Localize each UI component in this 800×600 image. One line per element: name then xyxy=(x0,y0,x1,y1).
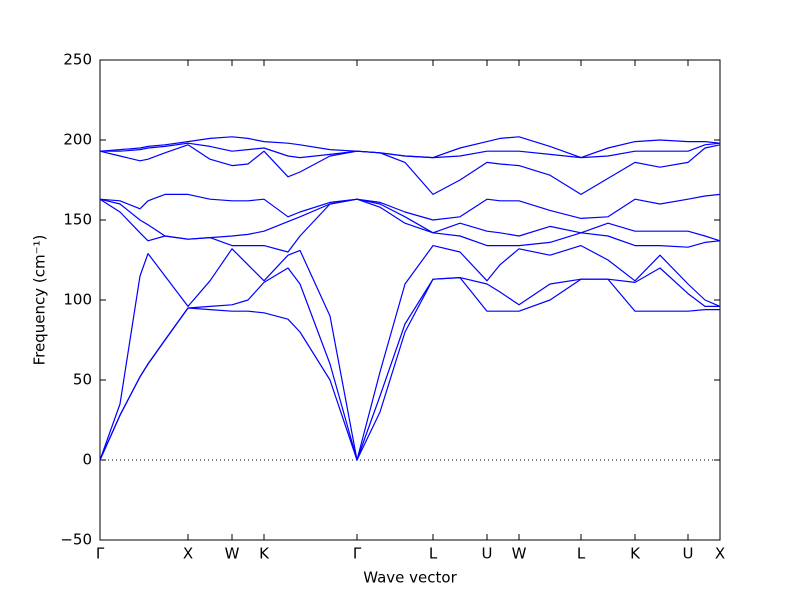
band-line xyxy=(99,277,720,461)
x-tick-label: X xyxy=(183,545,193,563)
x-tick-label: Γ xyxy=(96,545,105,563)
band-line xyxy=(99,198,721,242)
band-line xyxy=(99,267,720,461)
y-axis-label: Frequency (cm⁻¹) xyxy=(31,235,49,366)
x-tick-label: W xyxy=(512,545,527,563)
y-tick-label: 100 xyxy=(63,291,92,309)
x-tick-label: Γ xyxy=(353,545,362,563)
y-tick-label: 0 xyxy=(82,451,92,469)
x-tick-label: U xyxy=(482,545,493,563)
band-line xyxy=(99,245,721,461)
x-axis-label: Wave vector xyxy=(363,569,457,587)
x-tick-label: L xyxy=(577,545,586,563)
band-line xyxy=(100,142,721,159)
x-tick-label: L xyxy=(429,545,438,563)
band-line xyxy=(99,136,721,159)
band-line xyxy=(99,198,721,253)
x-tick-label: K xyxy=(630,545,641,563)
band-line xyxy=(99,193,721,221)
x-tick-label: X xyxy=(715,545,725,563)
x-tick-label: K xyxy=(259,545,270,563)
x-tick-label: U xyxy=(683,545,694,563)
y-tick-label: 250 xyxy=(63,51,92,69)
y-tick-label: 200 xyxy=(63,131,92,149)
y-tick-label: 50 xyxy=(73,371,92,389)
y-tick-label: −50 xyxy=(60,531,92,549)
y-tick-label: 150 xyxy=(63,211,92,229)
x-tick-label: W xyxy=(225,545,240,563)
